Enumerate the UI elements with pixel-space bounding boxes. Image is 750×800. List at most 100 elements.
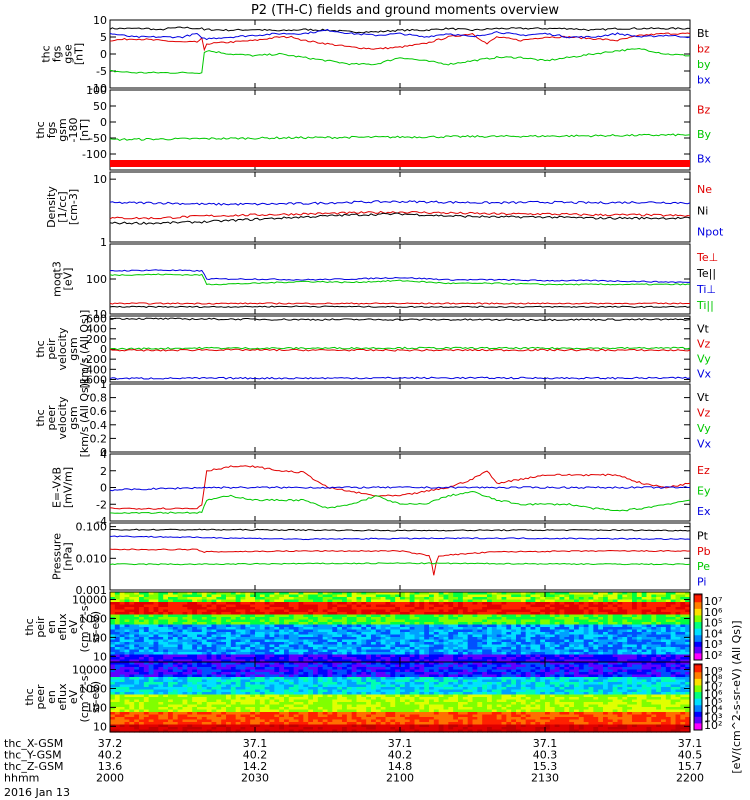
pressure-legend-0: Pt bbox=[697, 530, 709, 543]
vel_i-ytick-label: 400 bbox=[86, 323, 107, 336]
date-label: 2016 Jan 13 bbox=[4, 786, 70, 799]
ephem-value: 40.5 bbox=[678, 749, 703, 762]
vel_e-ytick-label: 0.4 bbox=[90, 419, 108, 432]
colorbar-upper-tick: 10⁷ bbox=[704, 595, 722, 608]
vel_e-ytick-label: 0 bbox=[100, 446, 107, 459]
vel_i-ytick-label: 200 bbox=[86, 333, 107, 346]
temp-ytick-label: 100 bbox=[86, 273, 107, 286]
pressure-legend-1: Pb bbox=[697, 545, 711, 558]
temp-ytick-label: 10 bbox=[93, 308, 107, 321]
panel-peir_spec: 10000 1000 100 10thcpeirenefluxeV(cm^2-s-sr… bbox=[23, 591, 691, 663]
panel-fgs_gsm: 100 50 0 -50 -100 thcfgsgsm-180[nT] Bz By Bx bbox=[34, 84, 712, 171]
vel_e-ytick-label: 0.8 bbox=[90, 392, 108, 405]
efield-ytick-label: 0 bbox=[100, 482, 107, 495]
density-legend-2: Npot bbox=[697, 226, 724, 239]
ephem-value: 14.8 bbox=[388, 760, 413, 773]
ephem-value: 2030 bbox=[241, 772, 269, 785]
vel_i-legend-1: Vz bbox=[697, 338, 711, 351]
fgs-ytick-label: -5 bbox=[96, 65, 107, 78]
efield-ylabel: E=-VxB[mV/m] bbox=[51, 467, 75, 508]
fgs-ytick-label: 5 bbox=[100, 31, 107, 44]
colorbar-lower-tick: 10⁶ bbox=[704, 688, 723, 701]
pressure-series-Pe bbox=[109, 562, 691, 566]
ephem-value: 37.2 bbox=[98, 737, 123, 750]
temp-legend-1: Te|| bbox=[696, 267, 716, 280]
ephem-value: 37.1 bbox=[533, 737, 558, 750]
pressure-series-Pb bbox=[109, 548, 691, 576]
colorbar-lower-tick: 10⁹ bbox=[704, 665, 722, 678]
vel_i-ytick-label: -600 bbox=[82, 373, 107, 386]
ephem-value: 2000 bbox=[96, 772, 124, 785]
ephem-value: 40.2 bbox=[243, 749, 268, 762]
fgs_gsm-ylabel: thcfgsgsm-180[nT] bbox=[34, 118, 91, 143]
panel-density: 10 1 Density[1/cc][cm-3] Ne Ni Npot bbox=[45, 171, 724, 249]
density-legend-0: Ne bbox=[697, 183, 712, 196]
panel-peer_spec: 10000 1000 100 10thcpeerenefluxeV(cm^2-s-sr… bbox=[23, 661, 691, 733]
peer_spec-ytick-label: 100 bbox=[86, 701, 107, 714]
fgs_gsm-ytick-label: 0 bbox=[100, 116, 107, 129]
ephem-label-2: thc_Z-GSM bbox=[4, 760, 64, 773]
fgs-ytick-label: 0 bbox=[100, 48, 107, 61]
colorbar-upper-tick: 10⁴ bbox=[704, 627, 723, 640]
vel_e-frame bbox=[109, 383, 691, 453]
panel-vel_e: 10.80.60.40.20 thcpeervelocitygsm[km/s (A… bbox=[34, 378, 712, 459]
efield-ytick-label: 2 bbox=[100, 465, 107, 478]
vel_i-series-Vy bbox=[109, 346, 691, 351]
ephem-value: 37.1 bbox=[388, 737, 413, 750]
vel_e-ytick-label: 0.6 bbox=[90, 405, 108, 418]
fgs-ytick-label: -10 bbox=[89, 82, 107, 95]
colorbar-upper-tick: 10⁵ bbox=[704, 617, 722, 630]
colorbar-lower-tick: 10⁸ bbox=[704, 673, 723, 686]
ephem-value: 40.2 bbox=[388, 749, 413, 762]
pressure-ytick-label: 0.001 bbox=[76, 584, 108, 597]
vel_e-legend-3: Vx bbox=[697, 437, 712, 450]
peir_spec-ytick-label: 1000 bbox=[79, 612, 107, 625]
peir_spec-ylabel: thcpeirenefluxeV(cm^2-s-sr-eV) bbox=[23, 602, 102, 653]
vel_i-legend-3: Vx bbox=[697, 368, 712, 381]
efield-series-Ex bbox=[109, 486, 690, 492]
fgs-legend-3: bx bbox=[697, 73, 711, 86]
colorbar-upper-tick: 10³ bbox=[704, 638, 722, 651]
panel-efield: 4 2 0 -2 -4 E=-VxB[mV/m] Ez Ey Ex bbox=[51, 448, 711, 528]
peir_spec-heatmap bbox=[110, 592, 691, 663]
vel_e-legend-2: Vy bbox=[697, 422, 711, 435]
ephem-label-0: thc_X-GSM bbox=[4, 737, 63, 750]
panel-fgs: 10 5 0 -5 -10 thcfgsgse[nT] Bt bz by bx bbox=[40, 14, 711, 95]
density-series-Ni bbox=[109, 212, 691, 225]
pressure-frame bbox=[109, 522, 691, 591]
colorbar-lower-tick: 10³ bbox=[704, 711, 722, 724]
vel_e-ytick-label: 1 bbox=[100, 378, 107, 391]
peir_spec-ytick-label: 10000 bbox=[72, 594, 107, 607]
peir_spec-ytick-label: 100 bbox=[86, 631, 107, 644]
ephem-value: 37.1 bbox=[678, 737, 703, 750]
peir_spec-ytick-label: 10 bbox=[93, 650, 107, 663]
vel_i-legend-2: Vy bbox=[697, 353, 711, 366]
ephem-label-1: thc_Y-GSM bbox=[4, 749, 62, 762]
fgs_gsm-frame bbox=[109, 89, 691, 171]
fgs-series-bz bbox=[109, 32, 691, 52]
density-frame bbox=[109, 171, 691, 243]
fgs_gsm-legend-2: Bx bbox=[697, 153, 712, 166]
pressure-ylabel: Pressure[nPa] bbox=[51, 533, 75, 580]
panel-temp: 100 10 moqt3[eV] Te⊥ Te|| Ti⊥ Ti|| bbox=[51, 243, 718, 321]
density-series-Npot bbox=[109, 200, 691, 206]
pressure-series-Pi bbox=[109, 535, 691, 541]
ephem-value: 2100 bbox=[386, 772, 414, 785]
pressure-legend-3: Pi bbox=[697, 575, 706, 588]
ephem-value: 2200 bbox=[676, 772, 704, 785]
ephem-value: 40.2 bbox=[98, 749, 123, 762]
pressure-legend-2: Pe bbox=[697, 560, 710, 573]
peer_spec-heatmap bbox=[110, 662, 691, 733]
peer_spec-ylabel: thcpeerenefluxeV(cm^2-s-sr-eV) bbox=[23, 672, 102, 723]
vel_e-ylabel: thcpeervelocitygsm[km/s (All Qs)] bbox=[34, 379, 91, 458]
efield-ytick-label: -2 bbox=[96, 498, 107, 511]
fgs_gsm-ytick-label: 100 bbox=[86, 84, 107, 97]
vel_i-ylabel: thcpeirvelocitygsm[km/s (All Qs)] bbox=[34, 310, 91, 389]
fgs-series-Bt bbox=[109, 26, 691, 34]
fgs-ylabel: thcfgsgse[nT] bbox=[40, 43, 86, 65]
vel_i-series-Vx bbox=[109, 376, 691, 380]
vel_e-legend-1: Vz bbox=[697, 406, 711, 419]
